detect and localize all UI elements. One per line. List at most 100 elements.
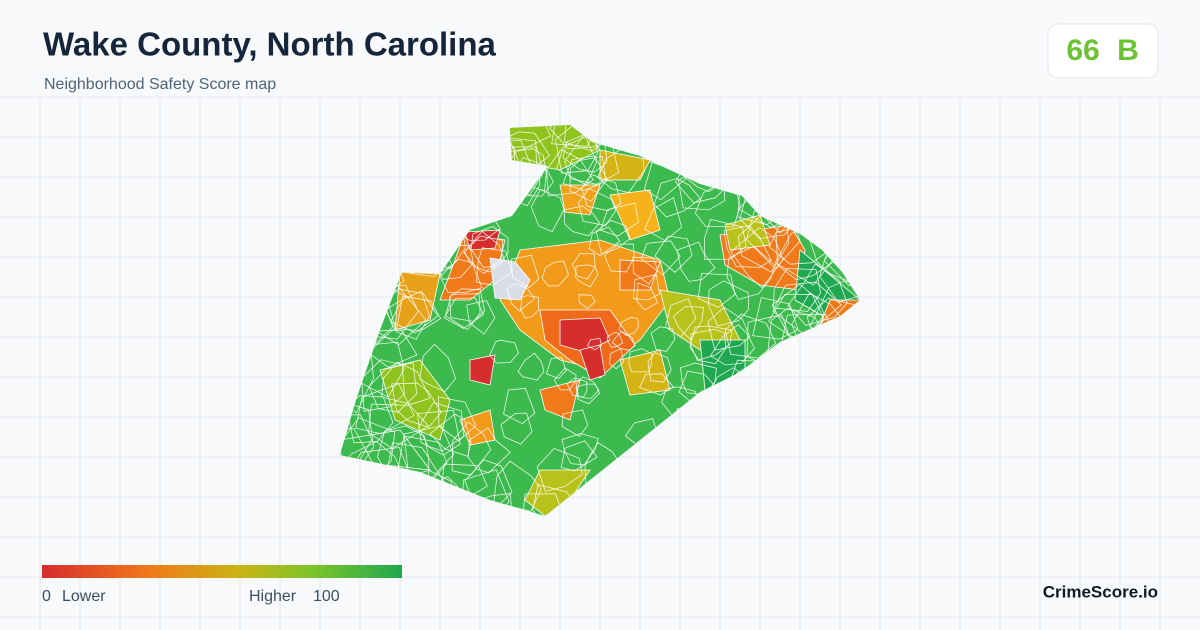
tract-boundary	[575, 264, 599, 288]
grade: B	[1117, 34, 1139, 67]
tract-boundary	[707, 280, 750, 327]
tract-boundary	[429, 413, 472, 457]
map-region	[599, 149, 651, 181]
tract-boundary	[578, 294, 596, 310]
tract-boundary	[419, 343, 457, 393]
tract-boundary	[551, 125, 606, 147]
tract-boundary	[451, 421, 492, 476]
tract-boundary	[418, 402, 465, 452]
map-region	[469, 354, 496, 386]
tract-boundary	[653, 178, 701, 218]
tract-boundary	[650, 326, 676, 352]
tract-boundary	[445, 293, 481, 331]
map-region	[619, 349, 671, 396]
tract-boundary	[571, 253, 596, 280]
tract-boundary	[787, 263, 848, 326]
tract-boundary	[710, 324, 756, 366]
tract-boundary	[689, 325, 733, 361]
tract-boundary	[503, 387, 536, 425]
score: 66	[1066, 34, 1099, 67]
tract-boundary	[723, 224, 772, 268]
tract-boundary	[632, 274, 660, 301]
tract-boundary	[381, 361, 431, 405]
tract-boundary	[628, 348, 653, 373]
tract-boundary	[532, 484, 581, 516]
tract-boundary	[672, 306, 705, 341]
tract-boundary	[664, 298, 697, 338]
tract-boundary	[536, 448, 583, 492]
tract-boundary	[595, 220, 631, 255]
tract-boundary	[726, 245, 776, 300]
tract-boundary	[464, 235, 504, 275]
map-region	[559, 184, 601, 216]
tract-boundary	[575, 376, 600, 400]
tract-boundary	[604, 243, 635, 273]
legend-min: 0	[42, 588, 51, 605]
tract-boundary	[556, 136, 598, 186]
title: Wake County, North Carolina	[43, 26, 497, 63]
tract-boundary	[517, 352, 545, 381]
tract-boundary	[546, 149, 594, 197]
tract-boundary	[397, 425, 455, 481]
tract-boundary	[636, 282, 659, 311]
tract-boundary	[644, 196, 683, 242]
tract-boundary	[600, 202, 639, 237]
tract-boundary	[638, 373, 675, 396]
tract-boundary	[654, 235, 693, 273]
tract-boundary	[647, 352, 672, 383]
tract-boundary	[561, 433, 599, 466]
tract-boundary	[541, 260, 569, 287]
tract-boundary	[368, 362, 418, 413]
legend-max: 100	[313, 588, 340, 605]
tract-boundary	[773, 268, 822, 312]
map-region	[579, 344, 606, 381]
tract-boundary	[390, 290, 439, 334]
tract-boundary	[676, 241, 716, 282]
legend-high-label: Higher	[249, 588, 297, 605]
tract-boundary	[569, 155, 607, 202]
tract-boundary	[463, 230, 505, 273]
tract-boundary	[707, 306, 751, 351]
tract-boundary	[506, 283, 536, 312]
tract-boundary	[489, 339, 519, 364]
tract-boundary	[448, 288, 486, 322]
tract-boundary	[606, 331, 624, 348]
tract-boundary	[560, 440, 598, 472]
tract-boundary	[640, 240, 681, 276]
tract-boundary	[368, 403, 429, 450]
tract-boundary	[632, 256, 659, 285]
tract-boundary	[618, 316, 639, 336]
tract-boundary	[510, 254, 540, 289]
tract-boundary	[611, 330, 636, 351]
tract-boundary	[470, 226, 509, 268]
tract-boundary	[466, 300, 496, 335]
tract-boundary	[580, 174, 622, 212]
tract-boundary	[609, 348, 625, 370]
tract-boundary	[562, 155, 609, 191]
tract-boundary	[485, 125, 552, 155]
tract-boundary	[577, 187, 617, 226]
legend-low-label: Lower	[62, 588, 106, 605]
tract-boundary	[697, 272, 736, 308]
tract-boundary	[563, 205, 600, 237]
lake	[489, 257, 531, 301]
tract-boundary	[549, 125, 608, 150]
tract-boundary	[545, 357, 567, 380]
tract-boundary	[396, 295, 442, 332]
tract-boundary	[467, 427, 511, 474]
tract-boundary	[520, 295, 540, 319]
tract-boundary	[553, 367, 577, 391]
tract-boundary	[530, 189, 565, 233]
subtitle: Neighborhood Safety Score map	[44, 76, 276, 93]
tract-boundary	[475, 247, 513, 286]
tract-boundary	[575, 383, 600, 405]
tract-boundary	[561, 409, 589, 438]
score-badge	[1047, 23, 1159, 79]
tract-boundary	[439, 258, 483, 293]
tract-boundary	[819, 240, 860, 303]
tract-boundary	[724, 313, 777, 359]
legend-scale	[42, 565, 402, 578]
brand: CrimeScore.io	[1043, 582, 1158, 601]
tract-boundary	[500, 412, 533, 445]
